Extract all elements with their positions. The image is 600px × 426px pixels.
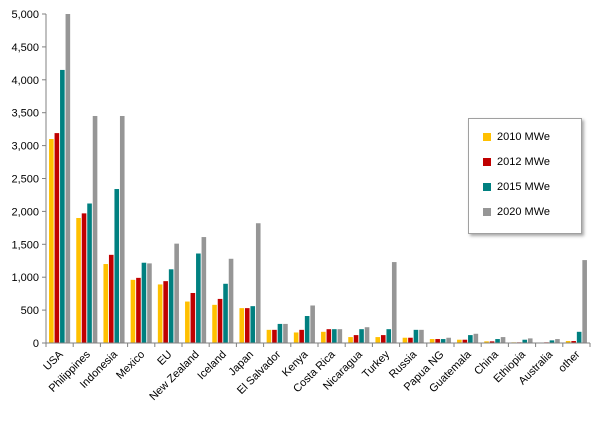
- bar-2015-mwe: [441, 339, 446, 343]
- bar-2015-mwe: [223, 284, 228, 343]
- bar-2012-mwe: [354, 335, 359, 343]
- bar-2010-mwe: [49, 139, 54, 343]
- bar-2020-mwe: [66, 14, 71, 343]
- bar-2012-mwe: [109, 255, 114, 343]
- bar-2012-mwe: [82, 213, 87, 343]
- bar-2020-mwe: [147, 263, 152, 343]
- bar-2010-mwe: [375, 337, 380, 343]
- legend-swatch: [483, 183, 491, 191]
- bar-2015-mwe: [332, 329, 337, 343]
- bar-2015-mwe: [468, 335, 473, 343]
- bar-2010-mwe: [403, 338, 408, 343]
- y-tick-label: 1,000: [11, 272, 39, 284]
- bar-2012-mwe: [245, 308, 250, 343]
- y-tick-label: 2,500: [11, 174, 39, 186]
- bar-2010-mwe: [76, 218, 81, 343]
- bar-2012-mwe: [408, 338, 413, 343]
- y-tick-label: 3,000: [11, 141, 39, 153]
- bar-2020-mwe: [256, 223, 261, 343]
- bar-2020-mwe: [202, 237, 207, 343]
- bar-2012-mwe: [163, 281, 168, 343]
- bar-2010-mwe: [430, 339, 435, 343]
- bar-2020-mwe: [310, 305, 315, 343]
- bar-2015-mwe: [114, 189, 119, 343]
- bar-2020-mwe: [338, 329, 343, 343]
- y-tick-label: 5,000: [11, 9, 39, 21]
- bar-2020-mwe: [555, 339, 560, 343]
- x-tick-label: Turkey: [360, 348, 392, 380]
- x-tick-label: other: [556, 348, 582, 374]
- bar-2010-mwe: [348, 337, 353, 343]
- bar-2012-mwe: [435, 339, 440, 343]
- bar-2012-mwe: [327, 329, 332, 343]
- bar-2020-mwe: [582, 260, 587, 343]
- bar-2012-mwe: [55, 133, 60, 343]
- bar-2020-mwe: [229, 259, 234, 343]
- bar-2020-mwe: [392, 262, 397, 343]
- bar-2010-mwe: [267, 330, 272, 343]
- legend-label: 2012 MWe: [497, 156, 550, 168]
- legend-label: 2015 MWe: [497, 181, 550, 193]
- bar-2020-mwe: [120, 116, 125, 343]
- y-tick-label: 4,000: [11, 75, 39, 87]
- bar-2012-mwe: [136, 278, 141, 343]
- bar-2010-mwe: [212, 305, 217, 343]
- legend-label: 2010 MWe: [497, 131, 550, 143]
- y-tick-label: 2,000: [11, 206, 39, 218]
- bar-2020-mwe: [474, 334, 479, 343]
- bar-2010-mwe: [103, 264, 108, 343]
- bar-2012-mwe: [272, 330, 277, 343]
- bar-2012-mwe: [299, 330, 304, 343]
- legend-swatch: [483, 208, 491, 216]
- bar-2015-mwe: [386, 329, 391, 343]
- legend-item: 2012 MWe: [483, 155, 550, 169]
- bar-2015-mwe: [60, 70, 65, 343]
- y-tick-label: 0: [33, 338, 39, 350]
- bar-2020-mwe: [501, 337, 506, 343]
- bar-2010-mwe: [131, 280, 136, 343]
- bar-2015-mwe: [196, 254, 201, 343]
- legend: 2010 MWe 2012 MWe 2015 MWe 2020 MWe: [468, 118, 582, 234]
- legend-label: 2020 MWe: [497, 206, 550, 218]
- bar-2015-mwe: [87, 204, 92, 344]
- bar-2015-mwe: [414, 330, 419, 343]
- legend-item: 2010 MWe: [483, 130, 550, 144]
- bar-2010-mwe: [239, 308, 244, 343]
- x-tick-label: Iceland: [195, 349, 229, 383]
- bar-2015-mwe: [495, 339, 500, 343]
- bar-2020-mwe: [93, 116, 98, 343]
- bar-2020-mwe: [446, 338, 451, 343]
- bar-2015-mwe: [142, 263, 147, 343]
- bar-2010-mwe: [294, 332, 299, 343]
- legend-item: 2015 MWe: [483, 180, 550, 194]
- bar-2012-mwe: [381, 335, 386, 343]
- bar-2015-mwe: [577, 332, 582, 343]
- bar-2020-mwe: [419, 330, 424, 343]
- x-tick-label: Mexico: [114, 349, 147, 382]
- y-tick-label: 3,500: [11, 108, 39, 120]
- legend-swatch: [483, 133, 491, 141]
- bar-2020-mwe: [283, 324, 288, 343]
- bar-2015-mwe: [305, 316, 310, 343]
- bar-2020-mwe: [174, 244, 179, 343]
- bar-2015-mwe: [169, 269, 174, 343]
- x-tick-label: New Zealand: [147, 349, 201, 403]
- bar-2010-mwe: [158, 284, 163, 343]
- y-tick-label: 1,500: [11, 239, 39, 251]
- bar-2015-mwe: [359, 329, 364, 343]
- y-tick-label: 500: [21, 305, 39, 317]
- legend-swatch: [483, 158, 491, 166]
- bar-2012-mwe: [218, 299, 223, 343]
- legend-item: 2020 MWe: [483, 205, 550, 219]
- x-tick-label: EU: [155, 349, 174, 368]
- y-tick-label: 4,500: [11, 42, 39, 54]
- bar-2020-mwe: [365, 327, 370, 343]
- bar-2020-mwe: [528, 338, 533, 343]
- bar-2010-mwe: [321, 332, 326, 343]
- bar-2015-mwe: [250, 306, 255, 343]
- bar-2015-mwe: [278, 324, 283, 343]
- bar-2010-mwe: [185, 302, 190, 343]
- bar-2012-mwe: [191, 293, 196, 343]
